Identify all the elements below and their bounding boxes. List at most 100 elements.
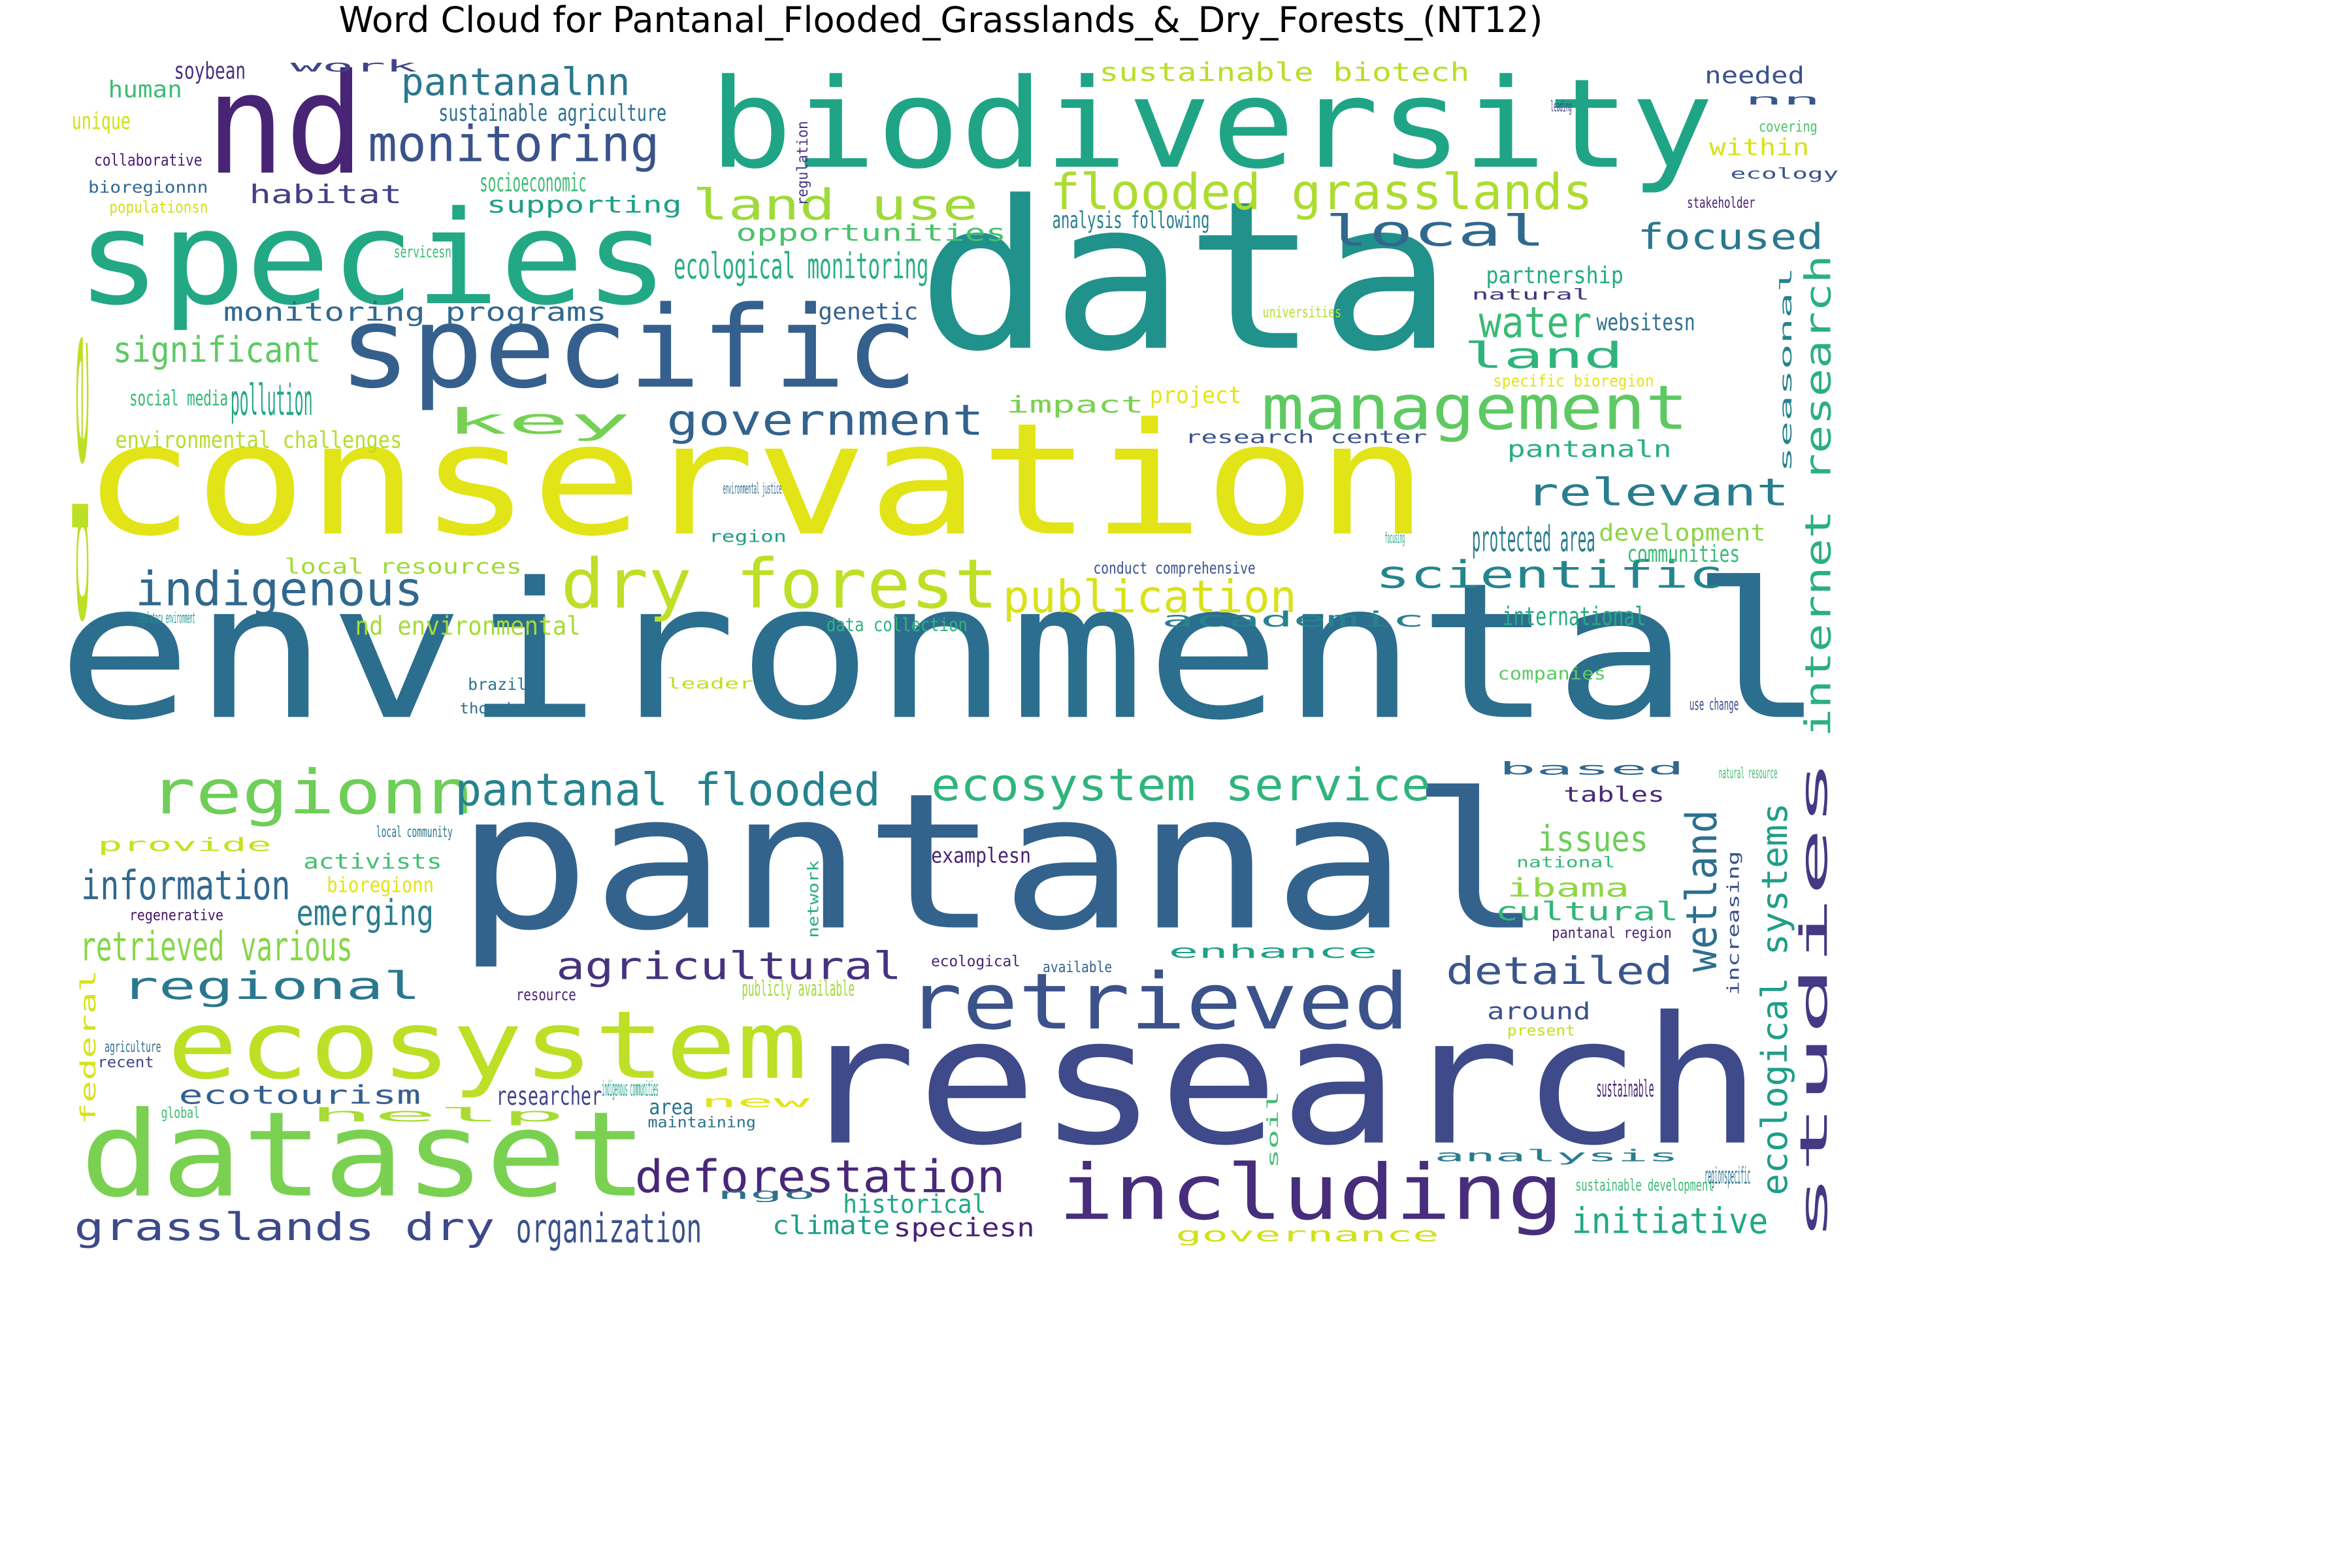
word-brazil: regulatory environment xyxy=(137,608,195,627)
word-agriculture: federal xyxy=(76,970,101,1125)
word-populationsn: bioregionnn xyxy=(88,178,208,197)
word-environmental-justice: research center xyxy=(1185,427,1428,448)
word-network: examplesn xyxy=(931,843,1031,868)
word-protected-area: scientific xyxy=(1375,553,1723,596)
word-bioregionn: activists xyxy=(303,849,442,874)
word-companies: leader xyxy=(666,674,753,693)
word-wetland: organization xyxy=(516,1206,702,1252)
word-de: focusing xyxy=(1385,529,1405,547)
word-tables: natural resource xyxy=(1719,764,1778,782)
word-data: data xyxy=(917,157,1454,397)
word-leading: needed xyxy=(1705,63,1805,90)
word-collaborative: work xyxy=(290,57,417,76)
word-federal: present xyxy=(1507,1021,1575,1039)
word-key: pollution xyxy=(231,376,313,425)
word-conservation: conservation xyxy=(82,391,1428,571)
word-environmental-challenges: monitoring programs xyxy=(223,297,607,327)
word-covering: nn xyxy=(1744,90,1821,108)
word-information: retrieved various xyxy=(80,924,352,970)
word-nn: leading xyxy=(1550,97,1571,116)
word-retrieved: retrieved xyxy=(906,957,1409,1047)
word-emerging: initiative xyxy=(1572,1200,1768,1241)
word-pollution: significant xyxy=(113,329,321,370)
word-area: indigenous communities xyxy=(602,1076,658,1101)
word-unique: human xyxy=(108,76,182,103)
word-regulatory-environment: de xyxy=(69,322,93,637)
word-sustainable-development: analysis xyxy=(1434,1147,1678,1166)
word-impact: project xyxy=(1150,382,1241,409)
word-habitat: socioeconomic xyxy=(480,168,587,198)
word-issues: emerging xyxy=(296,892,434,934)
word-leader: though xyxy=(460,699,516,717)
word-help: global xyxy=(161,1103,200,1122)
word-available: ecological xyxy=(931,952,1021,970)
word-historical: speciesn xyxy=(894,1213,1035,1243)
word-socioeconomic: sustainable agriculture xyxy=(438,100,666,127)
word-publicly-available: enhance xyxy=(1169,940,1378,962)
word-organization: regional xyxy=(121,964,421,1008)
word-regenerative: pantanal region xyxy=(1552,924,1672,942)
word-focusing: region xyxy=(709,527,787,546)
word-cloud: environmental pantanal conservation rese… xyxy=(35,41,1852,1269)
word-provide: tables xyxy=(1563,782,1665,807)
word-partnership: analysis following xyxy=(1052,207,1209,234)
word-ecological-monitoring: internet research xyxy=(1798,255,1839,737)
word-ecological-systems: studies xyxy=(1792,758,1836,1242)
word-based: use change xyxy=(1690,695,1739,714)
word-regionn: regionn xyxy=(150,757,474,828)
word-analysis: soil xyxy=(1264,1091,1282,1169)
word-bioregionnn: collaborative xyxy=(94,150,203,169)
word-universities: natural xyxy=(1472,286,1590,304)
word-ecosystem-service: ecosystem service xyxy=(931,760,1431,811)
word-servicesn: regulation xyxy=(793,121,811,206)
word-within: covering xyxy=(1759,117,1818,135)
word-stakeholder: ecology xyxy=(1731,164,1839,182)
word-soil: sustainable xyxy=(1597,1076,1654,1103)
word-deforestation: deforestation xyxy=(635,1151,1005,1203)
word-analysis-following: opportunities xyxy=(736,220,1006,247)
word-studies: wetland xyxy=(1678,810,1727,972)
word-retrieved-various: grasslands dry xyxy=(74,1205,495,1249)
word-significant: ecological monitoring xyxy=(674,246,928,287)
word-water: protected area xyxy=(1472,519,1595,560)
word-dataset: dataset xyxy=(80,1087,647,1224)
word-needed: servicesn xyxy=(394,242,451,261)
word-potential-sustainable: governance xyxy=(1175,1224,1439,1247)
word-indigenous: indigenous xyxy=(135,561,423,616)
word-recent: agriculture xyxy=(105,1037,161,1056)
word-communities: development xyxy=(1599,519,1766,546)
word-indigenous-communities: help xyxy=(309,1103,565,1126)
word-sustainable-agriculture: sustainable biotech xyxy=(1099,57,1469,88)
word-human: soybean xyxy=(174,57,246,84)
chart-title: Word Cloud for Pantanal_Flooded_Grasslan… xyxy=(338,0,1543,41)
word-flooded-grasslands: flooded grasslands xyxy=(1050,163,1593,221)
word-ngo: regionspecific xyxy=(1705,1163,1750,1190)
word-speciesn: climate xyxy=(772,1211,890,1241)
word-data-collection: conduct comprehensive xyxy=(1093,559,1255,578)
word-climate: researcher xyxy=(496,1081,602,1111)
word-research: research xyxy=(796,979,1762,1184)
word-work: unique xyxy=(72,108,131,135)
word-national: network xyxy=(804,860,822,938)
word-nd: nd xyxy=(206,44,365,206)
word-development: pantanaln xyxy=(1507,436,1672,463)
word-species: species xyxy=(76,183,669,334)
word-detailed: focused xyxy=(1638,216,1823,257)
word-region: environmental justice xyxy=(723,479,782,497)
word-local-resources: nd environmental xyxy=(355,611,580,641)
word-resource: publicly available xyxy=(742,976,855,1001)
word-seasonal: universities xyxy=(1263,303,1342,321)
word-conduct-comprehensive: academic xyxy=(1162,607,1425,632)
word-land: water xyxy=(1479,299,1592,348)
word-dry-forest: dry forest xyxy=(561,544,998,624)
word-monitoring: monitoring xyxy=(368,115,659,172)
word-regional: information xyxy=(81,862,290,909)
word-scientific: relevant xyxy=(1526,470,1789,514)
word-social-media: data collection xyxy=(826,613,968,636)
word-pantanaln: impact xyxy=(1006,391,1144,418)
word-supporting: habitat xyxy=(249,180,402,210)
word-local-community: provide xyxy=(97,833,271,855)
word-cultural: ibama xyxy=(1507,874,1629,904)
word-use-change: companies xyxy=(1497,664,1606,684)
word-including: including xyxy=(1058,1148,1563,1237)
